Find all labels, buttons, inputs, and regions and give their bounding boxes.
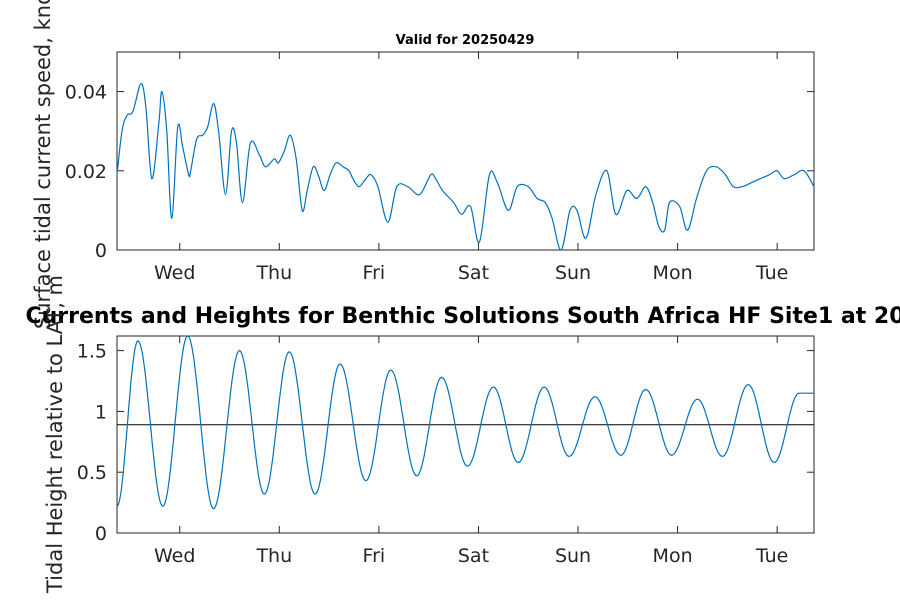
current-speed-chart-title: Valid for 20250429 [396, 33, 535, 48]
tidal-height-series-line [116, 335, 814, 510]
current-speed-y-tick-label: 0.02 [65, 161, 107, 183]
tidal-height-x-tick-label-tue: Tue [755, 545, 788, 567]
current-speed-y-axis-label: Surface tidal current speed, knots [31, 0, 55, 329]
current-speed-x-tick-label-thu: Thu [255, 262, 292, 284]
tidal-height-y-tick-label: 0 [95, 523, 107, 545]
tidal-height-chart-title: Currents and Heights for Benthic Solutio… [25, 304, 900, 329]
current-speed-y-tick-label: 0.04 [65, 82, 107, 104]
current-speed-plot-area [116, 51, 815, 251]
tidal-height-x-tick-label-thu: Thu [255, 545, 292, 567]
tidal-height-x-tick-label-fri: Fri [363, 545, 386, 567]
current-speed-y-tick-label: 0 [95, 240, 107, 262]
tidal-height-y-tick-label: 1 [95, 401, 107, 423]
current-speed-x-tick-label-fri: Fri [363, 262, 386, 284]
tidal-height-y-tick-label: 0.5 [77, 462, 107, 484]
tidal-height-x-tick-label-wed: Wed [154, 545, 195, 567]
tidal-height-plot-area [116, 335, 815, 534]
current-speed-chart: 0 0.02 0.04 Wed Thu Fri Sat Sun Mon Tue Valid fo… [31, 0, 815, 329]
current-speed-x-tick-label-sun: Sun [555, 262, 591, 284]
current-speed-x-tick-label-wed: Wed [154, 262, 195, 284]
tidal-height-y-axis-label: Tidal Height relative to LAT, m [43, 275, 67, 594]
tidal-height-chart: 0 0.5 1 1.5 Wed Thu Fri Sat Sun Mon Tue Currents … [25, 275, 900, 594]
current-speed-x-tick-label-tue: Tue [755, 262, 788, 284]
current-speed-x-tick-label-sat: Sat [458, 262, 489, 284]
tidal-height-y-tick-label: 1.5 [77, 341, 107, 363]
tidal-height-x-tick-label-sun: Sun [555, 545, 591, 567]
current-speed-x-tick-label-mon: Mon [653, 262, 693, 284]
tidal-height-x-tick-label-sat: Sat [458, 545, 489, 567]
tidal-height-x-tick-label-mon: Mon [653, 545, 693, 567]
current-speed-series-line [116, 83, 815, 251]
